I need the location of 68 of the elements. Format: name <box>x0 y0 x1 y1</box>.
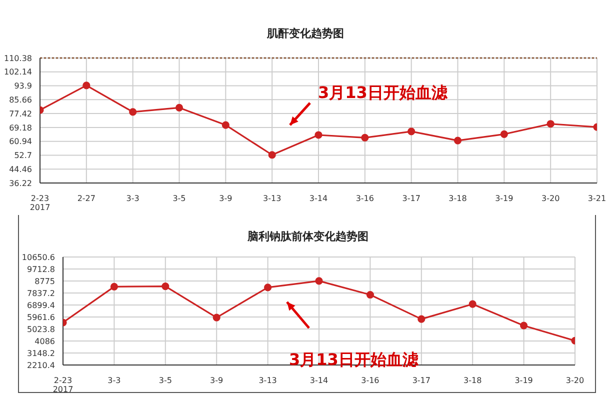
y-tick-label: 52.7 <box>14 151 32 160</box>
y-tick-label: 5961.6 <box>27 312 55 322</box>
point <box>212 314 220 322</box>
y-tick-label: 7837.2 <box>27 288 55 298</box>
chart-title: 脑利钠肽前体变化趋势图 <box>246 229 370 244</box>
point <box>264 284 272 292</box>
point <box>315 277 323 285</box>
y-tick-label: 77.42 <box>9 109 32 118</box>
y-tick-label: 5023.8 <box>27 324 55 334</box>
point <box>546 120 554 128</box>
x-tick-label: 2-27 <box>77 194 96 203</box>
x-tick-label: 3-16 <box>356 194 374 203</box>
x-tick-label: 3-18 <box>464 376 482 385</box>
annotation: 3月13日开始血滤 <box>289 350 418 371</box>
point <box>454 136 462 144</box>
y-tick-label: 85.66 <box>9 96 32 105</box>
point <box>175 104 184 112</box>
y-tick-label: 3148.2 <box>27 348 55 358</box>
x-tick-label: 3-17 <box>402 194 420 203</box>
x-tick-label: 3-19 <box>514 376 533 385</box>
y-tick-label: 6899.4 <box>27 300 55 310</box>
x-tick-label: 3-9 <box>210 376 224 385</box>
x-tick-label: 3-16 <box>361 376 380 385</box>
y-tick-label: 9712.8 <box>27 264 55 274</box>
y-tick-label: 44.46 <box>9 164 32 174</box>
x-tick-label: 3-20 <box>566 376 584 385</box>
point <box>268 151 276 159</box>
x-tick-label: 3-19 <box>495 194 514 203</box>
point <box>162 282 170 290</box>
x-tick-label: 3-18 <box>448 194 467 203</box>
point <box>82 82 90 90</box>
point <box>366 290 374 299</box>
point <box>361 134 369 142</box>
y-tick-label: 10650.6 <box>22 252 55 262</box>
point <box>222 121 230 129</box>
x-tick-label: 3-17 <box>412 376 430 385</box>
y-tick-label: 36.22 <box>9 178 32 188</box>
point <box>314 131 322 139</box>
y-tick-label: 110.38 <box>4 54 32 63</box>
x-tick-label: 3-14 <box>309 194 328 203</box>
point <box>129 108 137 116</box>
annotation: 3月13日开始血滤 <box>318 83 448 104</box>
x-tick-label: 2-23 2017 <box>30 194 50 212</box>
y-tick-label: 102.14 <box>4 68 32 77</box>
x-tick-label: 3-14 <box>310 376 328 385</box>
x-tick-label: 3-3 <box>126 194 140 203</box>
point <box>520 322 528 330</box>
point <box>418 315 426 323</box>
x-tick-label: 3-20 <box>542 194 560 203</box>
y-tick-label: 93.9 <box>14 82 32 91</box>
x-tick-label: 3-21 <box>588 194 606 203</box>
x-tick-label: 2-23 2017 <box>52 376 74 394</box>
point <box>408 128 416 136</box>
y-tick-label: 2210.4 <box>27 360 55 370</box>
point <box>500 130 508 138</box>
y-tick-label: 69.18 <box>9 123 32 132</box>
y-tick-label: 4086 <box>34 336 55 346</box>
x-tick-label: 3-13 <box>263 194 282 203</box>
y-tick-label: 60.94 <box>9 137 32 146</box>
x-tick-label: 3-13 <box>258 376 277 385</box>
point <box>468 300 476 308</box>
x-tick-label: 3-5 <box>158 376 172 385</box>
chart-title: 肌酐变化趋势图 <box>266 26 345 41</box>
point <box>110 282 118 290</box>
x-tick-label: 3-3 <box>108 376 121 385</box>
x-tick-label: 3-9 <box>219 194 232 203</box>
x-tick-label: 3-5 <box>172 194 186 203</box>
y-tick-label: 8775 <box>34 276 55 286</box>
